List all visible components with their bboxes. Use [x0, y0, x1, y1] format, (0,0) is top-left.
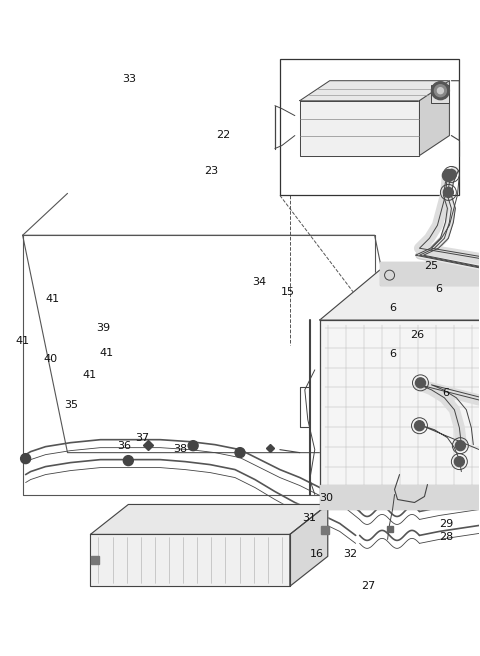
Text: 16: 16 [310, 548, 324, 559]
Polygon shape [90, 535, 290, 586]
Text: 29: 29 [439, 520, 453, 529]
Text: 6: 6 [390, 303, 396, 314]
Text: 39: 39 [96, 323, 111, 333]
Bar [432, 85, 449, 102]
Text: 34: 34 [252, 277, 266, 287]
Circle shape [432, 82, 449, 100]
Polygon shape [90, 504, 328, 535]
Circle shape [415, 420, 424, 431]
Text: 15: 15 [281, 287, 295, 297]
Text: 36: 36 [117, 441, 131, 451]
Text: 38: 38 [173, 444, 187, 454]
Circle shape [444, 188, 454, 197]
Circle shape [437, 88, 444, 94]
Circle shape [21, 454, 31, 464]
Text: 23: 23 [204, 166, 218, 176]
Text: 28: 28 [439, 532, 453, 543]
Text: 35: 35 [64, 400, 79, 410]
Text: 33: 33 [122, 74, 136, 85]
Bar [280, 59, 459, 195]
Circle shape [443, 169, 455, 182]
Circle shape [416, 378, 425, 388]
Polygon shape [320, 485, 480, 510]
Circle shape [456, 441, 465, 451]
Polygon shape [320, 320, 480, 495]
Text: 27: 27 [361, 581, 375, 591]
Polygon shape [300, 100, 420, 155]
Polygon shape [380, 262, 480, 285]
Text: 6: 6 [435, 284, 442, 294]
Text: 32: 32 [343, 548, 357, 559]
Text: 41: 41 [15, 336, 29, 346]
Text: 31: 31 [302, 513, 316, 523]
Text: 41: 41 [82, 370, 96, 380]
Polygon shape [300, 81, 449, 100]
Text: 37: 37 [135, 433, 149, 443]
Text: 25: 25 [424, 261, 439, 271]
Polygon shape [320, 270, 480, 320]
Circle shape [188, 441, 198, 451]
Text: 22: 22 [216, 130, 230, 140]
Circle shape [235, 447, 245, 458]
Text: 6: 6 [390, 349, 396, 359]
Polygon shape [290, 504, 328, 586]
Text: 40: 40 [44, 354, 58, 364]
Circle shape [123, 456, 133, 466]
Circle shape [434, 85, 446, 96]
Text: 30: 30 [319, 493, 333, 503]
Text: 6: 6 [442, 388, 449, 398]
Circle shape [455, 457, 464, 466]
Polygon shape [420, 81, 449, 155]
Text: 41: 41 [45, 294, 60, 304]
Text: 41: 41 [100, 348, 114, 358]
Text: 26: 26 [410, 329, 424, 340]
Circle shape [446, 169, 456, 180]
